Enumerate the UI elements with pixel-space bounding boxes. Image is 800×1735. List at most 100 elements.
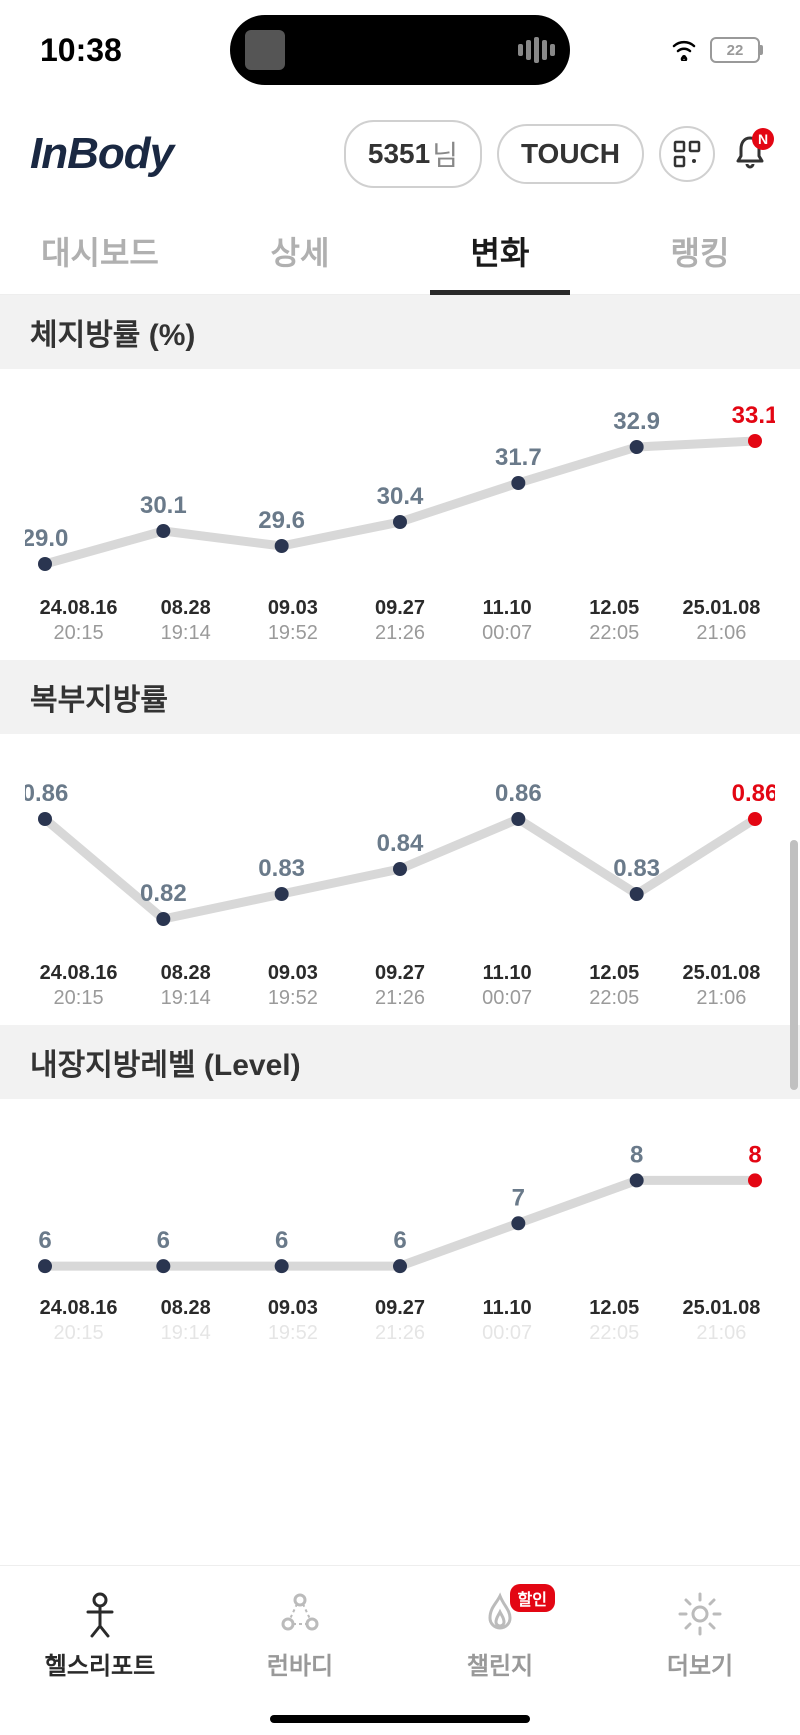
x-tick: 09.2721:26: [346, 597, 453, 645]
user-pill[interactable]: 5351님: [344, 120, 482, 188]
nav-runbody[interactable]: 런바디: [200, 1566, 400, 1735]
x-time: 21:26: [346, 987, 453, 1010]
x-time: 19:52: [239, 622, 346, 645]
nav-label: 챌린지: [467, 1646, 533, 1681]
line-chart: 0.860.820.830.840.860.830.86: [25, 754, 775, 954]
tab-dashboard[interactable]: 대시보드: [0, 208, 200, 294]
dynamic-island[interactable]: [230, 15, 570, 85]
discount-badge: 할인: [510, 1584, 555, 1612]
line-chart: 6666788: [25, 1119, 775, 1289]
x-tick: 09.2721:26: [346, 1297, 453, 1345]
x-tick: 11.1000:07: [454, 597, 561, 645]
x-tick: 12.0522:05: [561, 962, 668, 1010]
x-time: 20:15: [25, 1322, 132, 1345]
x-time: 22:05: [561, 622, 668, 645]
x-date: 11.10: [454, 597, 561, 620]
tab-change[interactable]: 변화: [400, 208, 600, 294]
x-tick: 12.0522:05: [561, 597, 668, 645]
x-time: 20:15: [25, 622, 132, 645]
chart-value-label: 32.9: [613, 408, 660, 435]
chart-value-label: 6: [393, 1227, 406, 1254]
x-tick: 09.0319:52: [239, 1297, 346, 1345]
chart-value-label: 31.7: [495, 444, 542, 471]
chart-point[interactable]: [511, 476, 525, 490]
chart-point[interactable]: [275, 1259, 289, 1273]
battery-level: 22: [727, 42, 744, 59]
nodes-icon: [276, 1590, 324, 1638]
chart-point[interactable]: [393, 1259, 407, 1273]
status-bar: 10:38 22: [0, 0, 800, 100]
status-icons: 22: [670, 37, 760, 63]
chart-point[interactable]: [511, 812, 525, 826]
x-date: 25.01.08: [668, 962, 775, 985]
x-date: 09.27: [346, 597, 453, 620]
x-tick: 08.2819:14: [132, 962, 239, 1010]
chart-point[interactable]: [275, 539, 289, 553]
scrollbar-thumb[interactable]: [790, 840, 798, 1090]
tab-ranking[interactable]: 랭킹: [600, 208, 800, 294]
x-tick: 09.2721:26: [346, 962, 453, 1010]
x-tick: 24.08.1620:15: [25, 1297, 132, 1345]
chart-value-label: 0.86: [732, 780, 775, 807]
app-logo[interactable]: InBody: [30, 129, 173, 179]
chart-point[interactable]: [38, 1259, 52, 1273]
chart-point[interactable]: [630, 440, 644, 454]
chart-point[interactable]: [393, 515, 407, 529]
chart-point[interactable]: [748, 1173, 762, 1187]
chart-point[interactable]: [748, 434, 762, 448]
x-time: 22:05: [561, 1322, 668, 1345]
home-indicator[interactable]: [270, 1715, 530, 1723]
chart-point[interactable]: [156, 524, 170, 538]
chart-point[interactable]: [156, 1259, 170, 1273]
chart-point[interactable]: [393, 862, 407, 876]
chart-value-label: 0.86: [495, 780, 542, 807]
chart-value-label: 29.6: [258, 507, 305, 534]
chart-point[interactable]: [275, 887, 289, 901]
x-tick: 11.1000:07: [454, 962, 561, 1010]
chart-point[interactable]: [156, 912, 170, 926]
notifications-button[interactable]: N: [730, 132, 770, 177]
nav-challenge[interactable]: 할인 챌린지: [400, 1566, 600, 1735]
x-date: 12.05: [561, 597, 668, 620]
touch-button[interactable]: TOUCH: [497, 124, 644, 184]
chart-point[interactable]: [748, 812, 762, 826]
x-time: 21:26: [346, 1322, 453, 1345]
x-time: 21:26: [346, 622, 453, 645]
nav-more[interactable]: 더보기: [600, 1566, 800, 1735]
x-time: 22:05: [561, 987, 668, 1010]
chart-point[interactable]: [630, 887, 644, 901]
chart-value-label: 29.0: [25, 525, 68, 552]
x-tick: 25.01.0821:06: [668, 962, 775, 1010]
notification-badge: N: [752, 128, 774, 150]
x-time: 19:14: [132, 1322, 239, 1345]
x-time: 00:07: [454, 1322, 561, 1345]
chart-value-label: 8: [748, 1141, 761, 1168]
wifi-icon: [670, 39, 698, 61]
chart-point[interactable]: [38, 812, 52, 826]
person-icon: [76, 1590, 124, 1638]
x-date: 24.08.16: [25, 962, 132, 985]
chart-x-axis: 24.08.1620:1508.2819:1409.0319:5209.2721…: [25, 589, 775, 645]
tab-detail[interactable]: 상세: [200, 208, 400, 294]
x-date: 25.01.08: [668, 597, 775, 620]
nav-label: 더보기: [667, 1646, 733, 1681]
user-suffix: 님: [432, 134, 458, 174]
x-date: 09.27: [346, 1297, 453, 1320]
x-date: 24.08.16: [25, 1297, 132, 1320]
chart-value-label: 30.4: [377, 483, 424, 510]
x-tick: 11.1000:07: [454, 1297, 561, 1345]
x-date: 11.10: [454, 962, 561, 985]
chart-point[interactable]: [38, 557, 52, 571]
line-chart: 29.030.129.630.431.732.933.1: [25, 389, 775, 589]
qr-button[interactable]: [659, 126, 715, 182]
nav-health-report[interactable]: 헬스리포트: [0, 1566, 200, 1735]
scroll-content[interactable]: 체지방률 (%) 29.030.129.630.431.732.933.1 24…: [0, 295, 800, 1565]
chart-point[interactable]: [630, 1173, 644, 1187]
chart-title: 내장지방레벨 (Level): [0, 1025, 800, 1099]
app-header: InBody 5351님 TOUCH N: [0, 100, 800, 208]
nav-label: 헬스리포트: [45, 1646, 155, 1681]
chart-container: 29.030.129.630.431.732.933.1 24.08.1620:…: [0, 369, 800, 660]
x-tick: 09.0319:52: [239, 597, 346, 645]
x-time: 19:14: [132, 622, 239, 645]
chart-point[interactable]: [511, 1216, 525, 1230]
